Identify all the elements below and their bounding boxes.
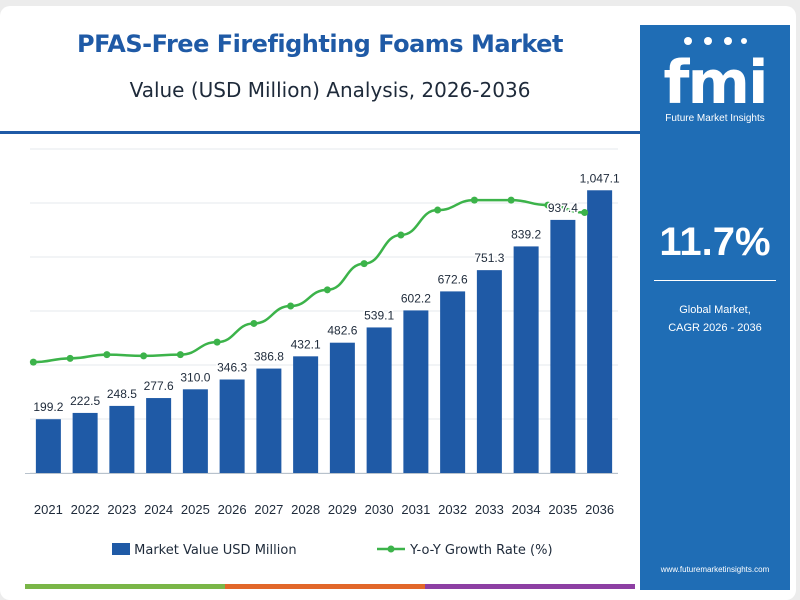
bar (440, 291, 466, 473)
growth-point (103, 351, 111, 359)
cagr-divider (654, 280, 776, 281)
chart-title: PFAS-Free Firefighting Foams Market (77, 30, 563, 58)
bar (550, 219, 576, 473)
x-tick-label: 2026 (218, 502, 247, 517)
cagr-value: 11.7% (659, 220, 771, 264)
logo-icons (684, 37, 747, 45)
x-tick-label: 2034 (512, 502, 541, 517)
brand-name: Future Market Insights (665, 113, 765, 124)
x-tick-label: 2025 (181, 502, 210, 517)
bar (35, 419, 61, 473)
x-tick-label: 2031 (401, 502, 430, 517)
x-tick-label: 2021 (34, 502, 63, 517)
bar (72, 412, 98, 473)
data-label: 222.5 (70, 394, 100, 408)
cagr-label-line2: CAGR 2026 - 2036 (668, 322, 762, 334)
data-label: 346.3 (217, 360, 247, 374)
bar (513, 246, 539, 473)
growth-point (66, 354, 74, 362)
brand-logo: fmi (663, 48, 768, 118)
growth-point (397, 231, 405, 239)
legend-swatch-line (377, 545, 405, 553)
bar (219, 379, 245, 473)
growth-point (434, 206, 442, 214)
data-label: 672.6 (438, 272, 468, 286)
data-label: 1,047.1 (580, 171, 620, 185)
footer-bar-green (25, 584, 225, 589)
growth-point (470, 196, 478, 204)
x-tick-label: 2032 (438, 502, 467, 517)
x-tick-label: 2029 (328, 502, 357, 517)
sidebar-panel: fmi Future Market Insights 11.7% Global … (640, 25, 790, 590)
data-label: 539.1 (364, 308, 394, 322)
title-divider (0, 131, 640, 134)
x-tick-label: 2027 (254, 502, 283, 517)
data-label: 751.3 (474, 251, 504, 265)
legend-item-bars: Market Value USD Million (112, 543, 297, 558)
data-label: 277.6 (144, 379, 174, 393)
growth-point (581, 209, 589, 217)
chart-subtitle: Value (USD Million) Analysis, 2026-2036 (129, 78, 531, 102)
growth-point (360, 260, 368, 268)
data-label: 839.2 (511, 227, 541, 241)
bar (403, 310, 429, 473)
cagr-label: Global Market, CAGR 2026 - 2036 (640, 301, 790, 337)
x-tick-label: 2022 (71, 502, 100, 517)
bar (329, 342, 355, 473)
x-tick-label: 2028 (291, 502, 320, 517)
chart-card: PFAS-Free Firefighting Foams Market Valu… (0, 6, 796, 600)
x-tick-label: 2036 (585, 502, 614, 517)
website-url: www.futuremarketinsights.com (660, 565, 770, 574)
footer-bar-purple (425, 584, 635, 589)
bar (182, 389, 208, 473)
growth-point (140, 352, 148, 360)
growth-point (323, 286, 331, 294)
data-label: 386.8 (254, 350, 284, 364)
bar (366, 327, 392, 473)
growth-point (544, 201, 552, 209)
data-label: 937.4 (548, 201, 578, 215)
bar (476, 270, 502, 473)
growth-point (213, 338, 221, 346)
data-label: 432.1 (291, 337, 321, 351)
legend-label-line: Y-o-Y Growth Rate (%) (410, 543, 553, 558)
bar (293, 356, 319, 473)
legend-item-line: Y-o-Y Growth Rate (%) (376, 543, 553, 558)
growth-line (33, 198, 585, 364)
data-label: 310.0 (180, 370, 210, 384)
growth-point (176, 351, 184, 359)
growth-point (507, 196, 515, 204)
growth-point (29, 358, 37, 366)
cagr-label-line1: Global Market, (679, 304, 751, 316)
x-tick-label: 2035 (548, 502, 577, 517)
data-label: 482.6 (327, 324, 357, 338)
x-tick-label: 2023 (107, 502, 136, 517)
legend-swatch-bars (112, 543, 130, 555)
data-label: 199.2 (33, 400, 63, 414)
bar (146, 398, 172, 473)
growth-point (287, 302, 295, 310)
bar (109, 405, 135, 473)
bar (256, 368, 282, 473)
footer-bar-orange (225, 584, 425, 589)
x-tick-label: 2030 (365, 502, 394, 517)
chart-plot: 199.2 222.5 248.5 277.6 310.0 346.3 386.8 432.1… (25, 148, 621, 517)
legend-label-bars: Market Value USD Million (134, 543, 297, 558)
bar (587, 190, 613, 473)
x-tick-label: 2033 (475, 502, 504, 517)
data-label: 248.5 (107, 387, 137, 401)
growth-point (250, 319, 258, 327)
data-label: 602.2 (401, 291, 431, 305)
x-tick-label: 2024 (144, 502, 173, 517)
